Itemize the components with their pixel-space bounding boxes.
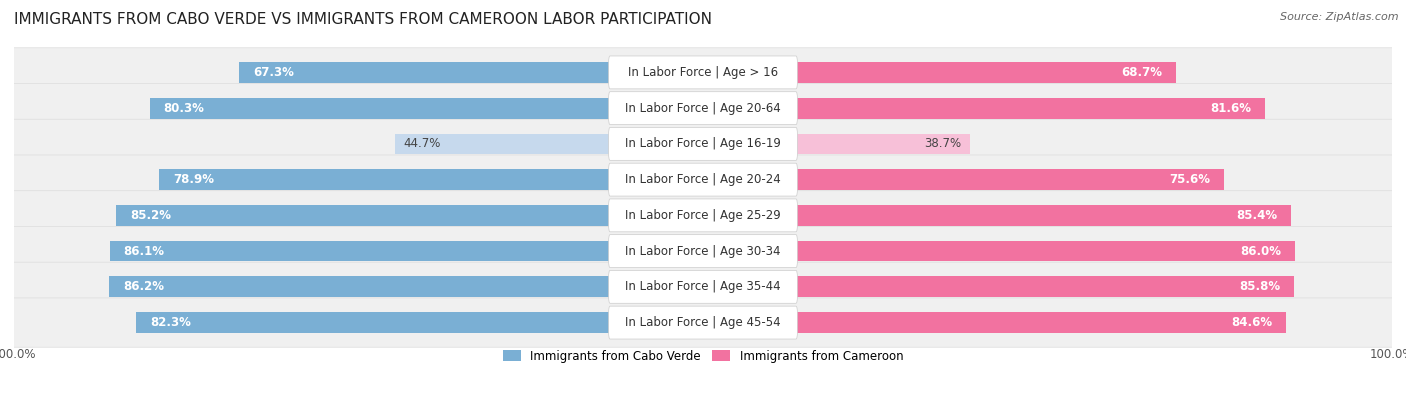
Text: 100.0%: 100.0% — [0, 348, 37, 361]
Text: In Labor Force | Age 16-19: In Labor Force | Age 16-19 — [626, 137, 780, 150]
Bar — [110, 241, 610, 261]
FancyBboxPatch shape — [609, 235, 797, 267]
Bar — [796, 312, 1286, 333]
Text: In Labor Force | Age 25-29: In Labor Force | Age 25-29 — [626, 209, 780, 222]
FancyBboxPatch shape — [609, 56, 797, 89]
Text: 85.8%: 85.8% — [1239, 280, 1281, 293]
Bar — [796, 98, 1265, 118]
Bar — [796, 134, 970, 154]
Text: 67.3%: 67.3% — [253, 66, 294, 79]
Bar — [159, 169, 610, 190]
Bar — [796, 62, 1177, 83]
FancyBboxPatch shape — [13, 83, 1393, 133]
Bar — [150, 98, 610, 118]
Text: 100.0%: 100.0% — [1369, 348, 1406, 361]
FancyBboxPatch shape — [609, 199, 797, 232]
Text: 82.3%: 82.3% — [150, 316, 191, 329]
Text: 85.2%: 85.2% — [129, 209, 170, 222]
Bar — [110, 276, 610, 297]
Text: 68.7%: 68.7% — [1122, 66, 1163, 79]
Text: In Labor Force | Age > 16: In Labor Force | Age > 16 — [628, 66, 778, 79]
FancyBboxPatch shape — [13, 226, 1393, 276]
FancyBboxPatch shape — [13, 155, 1393, 204]
Text: 78.9%: 78.9% — [173, 173, 214, 186]
Bar — [395, 134, 610, 154]
FancyBboxPatch shape — [13, 48, 1393, 97]
Bar — [136, 312, 610, 333]
Text: Source: ZipAtlas.com: Source: ZipAtlas.com — [1281, 12, 1399, 22]
FancyBboxPatch shape — [609, 128, 797, 160]
FancyBboxPatch shape — [609, 92, 797, 124]
Bar — [796, 276, 1294, 297]
Text: In Labor Force | Age 35-44: In Labor Force | Age 35-44 — [626, 280, 780, 293]
Text: 86.0%: 86.0% — [1240, 245, 1282, 258]
FancyBboxPatch shape — [609, 163, 797, 196]
FancyBboxPatch shape — [13, 191, 1393, 240]
FancyBboxPatch shape — [609, 271, 797, 303]
Bar — [239, 62, 610, 83]
Legend: Immigrants from Cabo Verde, Immigrants from Cameroon: Immigrants from Cabo Verde, Immigrants f… — [503, 350, 903, 363]
FancyBboxPatch shape — [13, 119, 1393, 169]
Text: 44.7%: 44.7% — [404, 137, 440, 150]
FancyBboxPatch shape — [13, 262, 1393, 312]
Text: 38.7%: 38.7% — [924, 137, 962, 150]
Text: 80.3%: 80.3% — [163, 102, 204, 115]
Text: In Labor Force | Age 20-64: In Labor Force | Age 20-64 — [626, 102, 780, 115]
Text: 85.4%: 85.4% — [1236, 209, 1278, 222]
Text: In Labor Force | Age 30-34: In Labor Force | Age 30-34 — [626, 245, 780, 258]
Bar — [796, 241, 1295, 261]
Text: 81.6%: 81.6% — [1211, 102, 1251, 115]
FancyBboxPatch shape — [13, 298, 1393, 347]
FancyBboxPatch shape — [609, 306, 797, 339]
Text: 86.2%: 86.2% — [122, 280, 165, 293]
Text: 75.6%: 75.6% — [1168, 173, 1211, 186]
Text: 84.6%: 84.6% — [1230, 316, 1272, 329]
Text: In Labor Force | Age 45-54: In Labor Force | Age 45-54 — [626, 316, 780, 329]
Text: 86.1%: 86.1% — [124, 245, 165, 258]
Text: IMMIGRANTS FROM CABO VERDE VS IMMIGRANTS FROM CAMEROON LABOR PARTICIPATION: IMMIGRANTS FROM CABO VERDE VS IMMIGRANTS… — [14, 12, 711, 27]
Bar — [796, 169, 1223, 190]
Bar — [796, 205, 1291, 226]
Text: In Labor Force | Age 20-24: In Labor Force | Age 20-24 — [626, 173, 780, 186]
Bar — [117, 205, 610, 226]
